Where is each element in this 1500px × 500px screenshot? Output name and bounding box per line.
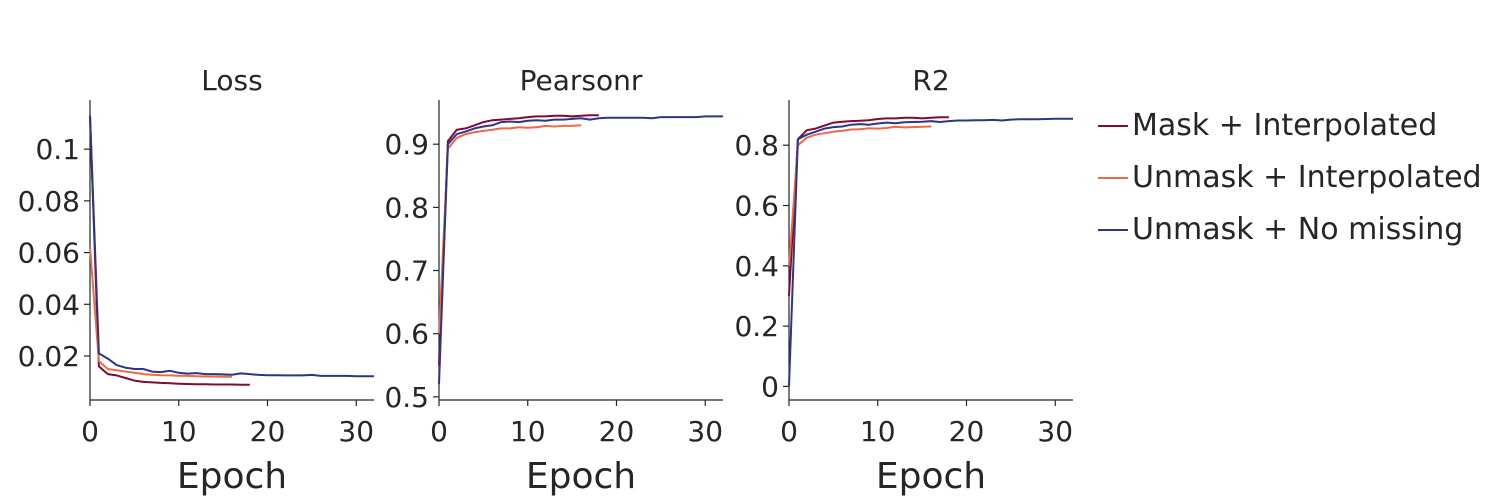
x-tick-label: 10 [860, 415, 896, 448]
x-tick-label: 0 [430, 415, 448, 448]
x-axis-label: Epoch [177, 456, 287, 497]
series-line-mask-interpolated [788, 116, 949, 297]
y-tick-label: 0.5 [384, 381, 429, 414]
series-line-mask-interpolated [89, 115, 250, 386]
legend-label: Unmask + Interpolated [1132, 160, 1482, 195]
y-tick-label: 0.08 [18, 185, 80, 218]
series-line-unmask-interpolated [788, 125, 932, 266]
x-tick-label: 0 [780, 415, 798, 448]
y-tick-label: 0.06 [18, 237, 80, 270]
x-axis-label: Epoch [526, 456, 636, 497]
series-line-unmask-no-missing [438, 115, 723, 385]
y-tick-label: 0.6 [384, 318, 429, 351]
x-tick-label: 30 [1037, 415, 1073, 448]
y-tick-label: 0.2 [734, 310, 779, 343]
y-tick-label: 0.7 [384, 255, 429, 288]
x-tick-label: 0 [81, 415, 99, 448]
x-tick-label: 10 [510, 415, 546, 448]
y-tick-label: 0.04 [18, 288, 80, 321]
x-tick-label: 20 [599, 415, 635, 448]
panel-loss: Loss 0 10 20 30 0.02 0.04 0.06 0.08 0.1 Epoch [18, 64, 374, 497]
chart-title: Loss [201, 64, 262, 97]
y-tick-label: 0.02 [18, 340, 80, 373]
y-tick-label: 0 [761, 370, 779, 403]
y-tick-label: 0.1 [35, 133, 80, 166]
panel-r2: R2 0 10 20 30 0 0.2 0.4 0.6 0.8 Epoch [734, 64, 1073, 497]
y-tick-label: 0.8 [734, 129, 779, 162]
x-axis-label: Epoch [876, 456, 986, 497]
legend-label: Mask + Interpolated [1132, 108, 1438, 143]
y-tick-label: 0.4 [734, 250, 779, 283]
legend-swatch-unmask-interpolated [1098, 177, 1128, 179]
panel-pearsonr: Pearsonr 0 10 20 30 0.5 0.6 0.7 0.8 0.9 Epoch [384, 64, 723, 497]
x-tick-label: 10 [161, 415, 197, 448]
x-tick-label: 20 [949, 415, 985, 448]
legend-swatch-mask-interpolated [1098, 125, 1128, 127]
y-tick-label: 0.6 [734, 190, 779, 223]
series-line-mask-interpolated [438, 114, 599, 366]
series-line-unmask-interpolated [438, 124, 582, 334]
x-tick-label: 20 [250, 415, 286, 448]
series-line-unmask-no-missing [788, 117, 1073, 387]
chart-title: Pearsonr [520, 64, 643, 97]
series-line-unmask-interpolated [89, 247, 232, 378]
x-tick-label: 30 [687, 415, 723, 448]
y-tick-label: 0.9 [384, 128, 429, 161]
x-tick-label: 30 [338, 415, 374, 448]
chart-title: R2 [912, 64, 949, 97]
y-tick-label: 0.8 [384, 191, 429, 224]
legend-swatch-unmask-no-missing [1098, 229, 1128, 231]
legend-label: Unmask + No missing [1132, 212, 1464, 247]
series-line-unmask-no-missing [89, 115, 374, 378]
